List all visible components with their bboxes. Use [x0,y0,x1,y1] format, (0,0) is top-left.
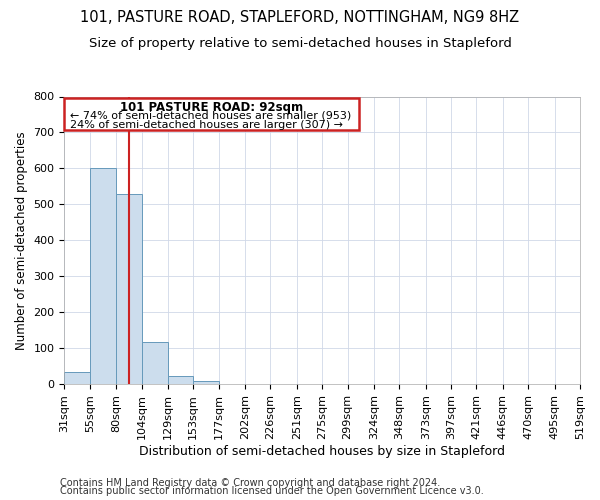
Text: 101, PASTURE ROAD, STAPLEFORD, NOTTINGHAM, NG9 8HZ: 101, PASTURE ROAD, STAPLEFORD, NOTTINGHA… [80,10,520,25]
Bar [64,98,359,130]
Text: 101 PASTURE ROAD: 92sqm: 101 PASTURE ROAD: 92sqm [120,101,304,114]
Text: 24% of semi-detached houses are larger (307) →: 24% of semi-detached houses are larger (… [70,120,343,130]
Bar [90,168,116,384]
Y-axis label: Number of semi-detached properties: Number of semi-detached properties [15,131,28,350]
Bar [116,194,142,384]
Text: Contains HM Land Registry data © Crown copyright and database right 2024.: Contains HM Land Registry data © Crown c… [60,478,440,488]
Bar [142,342,168,384]
Text: Contains public sector information licensed under the Open Government Licence v3: Contains public sector information licen… [60,486,484,496]
Text: Size of property relative to semi-detached houses in Stapleford: Size of property relative to semi-detach… [89,38,511,51]
Bar [193,381,218,384]
Bar [64,372,90,384]
Bar [168,376,193,384]
Text: ← 74% of semi-detached houses are smaller (953): ← 74% of semi-detached houses are smalle… [70,110,351,120]
X-axis label: Distribution of semi-detached houses by size in Stapleford: Distribution of semi-detached houses by … [139,444,505,458]
